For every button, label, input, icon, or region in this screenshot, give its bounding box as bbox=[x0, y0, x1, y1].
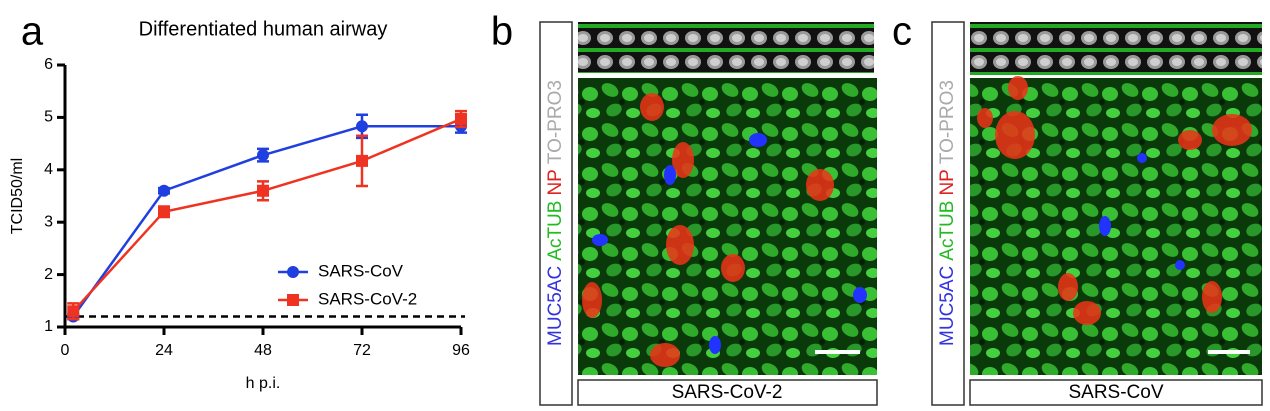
y-tick-label: 2 bbox=[44, 266, 53, 283]
data-point bbox=[455, 112, 467, 125]
data-point bbox=[356, 120, 368, 133]
x-tick-label: 96 bbox=[452, 342, 470, 359]
stain-label: MUC5AC AcTUB NP TO-PRO3 bbox=[545, 80, 566, 346]
y-tick-label: 6 bbox=[44, 56, 53, 73]
data-point bbox=[257, 149, 269, 162]
stain-name: MUC5AC bbox=[545, 266, 566, 346]
stain-name: AcTUB bbox=[937, 201, 958, 261]
stain-name: TO-PRO3 bbox=[937, 80, 958, 164]
data-point bbox=[356, 154, 368, 167]
x-axis-label: h p.i. bbox=[246, 375, 281, 392]
legend-label: SARS-CoV-2 bbox=[318, 289, 417, 308]
chart-title: Differentiated human airway bbox=[139, 18, 388, 40]
infected-cells bbox=[582, 93, 834, 367]
panel-c-images bbox=[931, 21, 1263, 406]
x-tick-label: 24 bbox=[155, 342, 173, 359]
stain-name: NP bbox=[937, 169, 958, 195]
x-tick-label: 48 bbox=[254, 342, 272, 359]
stain-name: AcTUB bbox=[545, 201, 566, 261]
data-point bbox=[158, 184, 170, 197]
panel-letter: b bbox=[491, 10, 513, 54]
x-tick-label: 0 bbox=[61, 342, 70, 359]
legend-marker bbox=[287, 294, 299, 306]
y-tick-label: 4 bbox=[44, 161, 53, 178]
y-tick-label: 1 bbox=[44, 318, 53, 335]
stain-name: NP bbox=[545, 169, 566, 195]
data-point bbox=[67, 305, 80, 318]
panel-letter: c bbox=[892, 10, 912, 54]
y-tick-label: 3 bbox=[44, 213, 53, 230]
condition-label: SARS-CoV-2 bbox=[672, 382, 783, 403]
legend-label: SARS-CoV bbox=[318, 261, 404, 280]
y-axis-label: TCID50/ml bbox=[9, 158, 26, 234]
stain-name: TO-PRO3 bbox=[545, 80, 566, 164]
data-point bbox=[158, 205, 170, 218]
stain-name: MUC5AC bbox=[937, 266, 958, 346]
panel-b-images bbox=[539, 21, 878, 406]
legend-marker bbox=[287, 266, 299, 278]
data-point bbox=[257, 184, 269, 197]
stain-label: MUC5AC AcTUB NP TO-PRO3 bbox=[937, 80, 958, 346]
condition-label: SARS-CoV bbox=[1068, 382, 1163, 403]
x-tick-label: 72 bbox=[353, 342, 371, 359]
panel-letter: a bbox=[21, 10, 44, 54]
infected-cells bbox=[977, 76, 1252, 325]
y-tick-label: 5 bbox=[44, 109, 53, 126]
